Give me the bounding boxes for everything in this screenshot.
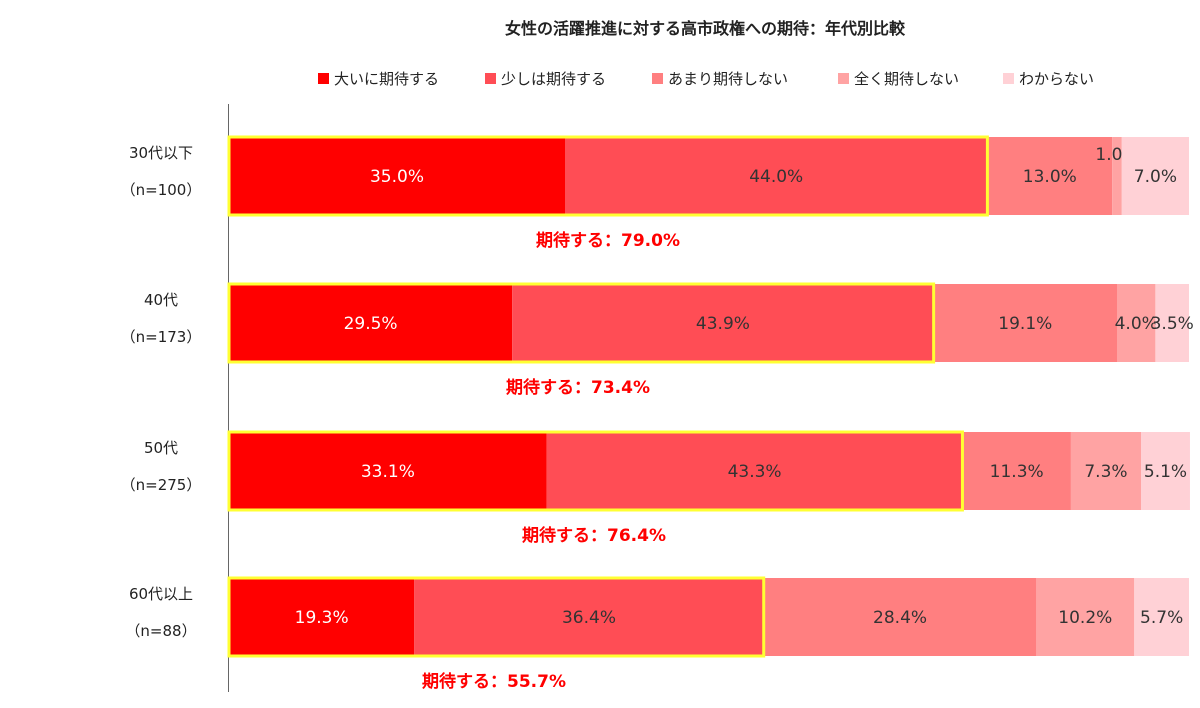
category-n-3: （n=88） bbox=[125, 622, 196, 640]
category-label-2: 50代 bbox=[144, 439, 178, 457]
bar-segment-2-1 bbox=[546, 432, 963, 510]
data-label-2-2: 11.3% bbox=[990, 462, 1044, 482]
expect-total-label-1: 期待する：73.4% bbox=[506, 377, 650, 398]
category-n-1: （n=173） bbox=[121, 328, 202, 346]
data-label-2-4: 5.1% bbox=[1144, 462, 1187, 482]
bar-segment-0-1 bbox=[565, 137, 988, 215]
bar-segment-1-4 bbox=[1155, 284, 1189, 362]
plot-area: 30代以下（n=100）35.0% 44.0% 13.0%1.0%7.0%期待する：… bbox=[121, 135, 1194, 692]
bar-segment-3-4 bbox=[1134, 578, 1189, 656]
bar-segment-2-4 bbox=[1141, 432, 1190, 510]
bar-segment-2-0 bbox=[229, 432, 547, 510]
data-label-2-0: 33.1% bbox=[361, 462, 415, 482]
bar-segment-3-0 bbox=[229, 578, 415, 656]
bar-segment-1-0 bbox=[229, 284, 513, 362]
data-label-2-1: 43.3% bbox=[728, 462, 782, 482]
category-label-1: 40代 bbox=[144, 291, 178, 309]
data-label-3-4: 5.7% bbox=[1140, 608, 1183, 628]
bar-segment-0-0 bbox=[229, 137, 565, 215]
expect-highlight-box-1 bbox=[227, 282, 936, 364]
data-label-1-2: 19.1% bbox=[998, 314, 1052, 334]
category-n-0: （n=100） bbox=[121, 181, 202, 199]
data-label-1-4: 3.5% bbox=[1151, 314, 1194, 334]
data-label-3-1: 36.4% bbox=[562, 608, 616, 628]
data-label-3-3: 10.2% bbox=[1058, 608, 1112, 628]
bar-segment-2-3 bbox=[1070, 432, 1141, 510]
expect-highlight-box-0 bbox=[227, 135, 989, 217]
legend-swatch-2 bbox=[652, 73, 663, 84]
expect-highlight-box-3 bbox=[227, 576, 766, 658]
bar-segment-1-3 bbox=[1117, 284, 1156, 362]
expect-highlight-box-2 bbox=[227, 430, 964, 512]
legend-swatch-4 bbox=[1003, 73, 1014, 84]
bar-segment-3-3 bbox=[1036, 578, 1135, 656]
legend: 大いに期待する 少しは期待する あまり期待しない 全く期待しない わからない bbox=[318, 70, 1094, 88]
expect-total-label-3: 期待する：55.7% bbox=[422, 671, 566, 692]
legend-swatch-3 bbox=[838, 73, 849, 84]
data-label-3-0: 19.3% bbox=[295, 608, 349, 628]
bar-segment-0-4 bbox=[1121, 137, 1189, 215]
bar-segment-3-2 bbox=[763, 578, 1037, 656]
category-label-3: 60代以上 bbox=[129, 585, 193, 603]
data-label-2-3: 7.3% bbox=[1084, 462, 1127, 482]
legend-swatch-1 bbox=[485, 73, 496, 84]
chart-title: 女性の活躍推進に対する高市政権への期待：年代別比較 bbox=[505, 19, 906, 38]
data-label-1-1: 43.9% bbox=[696, 314, 750, 334]
category-label-0: 30代以下 bbox=[129, 144, 193, 162]
data-label-0-4: 7.0% bbox=[1134, 167, 1177, 187]
legend-label-1: 少しは期待する bbox=[501, 70, 606, 88]
data-label-1-3: 4.0% bbox=[1115, 314, 1158, 334]
bar-segment-0-2 bbox=[987, 137, 1113, 215]
legend-label-2: あまり期待しない bbox=[668, 70, 788, 88]
data-label-1-0: 29.5% bbox=[344, 314, 398, 334]
expect-total-label-2: 期待する：76.4% bbox=[522, 525, 666, 546]
legend-label-0: 大いに期待する bbox=[334, 70, 439, 88]
category-n-2: （n=275） bbox=[121, 476, 202, 494]
legend-label-4: わからない bbox=[1019, 70, 1094, 88]
data-label-0-0: 35.0% bbox=[370, 167, 424, 187]
bar-segment-2-2 bbox=[962, 432, 1071, 510]
data-label-3-2: 28.4% bbox=[873, 608, 927, 628]
legend-swatch-0 bbox=[318, 73, 329, 84]
data-label-0-1: 44.0% bbox=[749, 167, 803, 187]
bar-segment-1-1 bbox=[512, 284, 934, 362]
data-label-0-2: 13.0% bbox=[1023, 167, 1077, 187]
legend-label-3: 全く期待しない bbox=[854, 70, 959, 88]
bar-segment-1-2 bbox=[933, 284, 1117, 362]
bar-segment-0-3 bbox=[1112, 137, 1122, 215]
expect-total-label-0: 期待する：79.0% bbox=[536, 230, 680, 251]
bar-segment-3-1 bbox=[414, 578, 764, 656]
